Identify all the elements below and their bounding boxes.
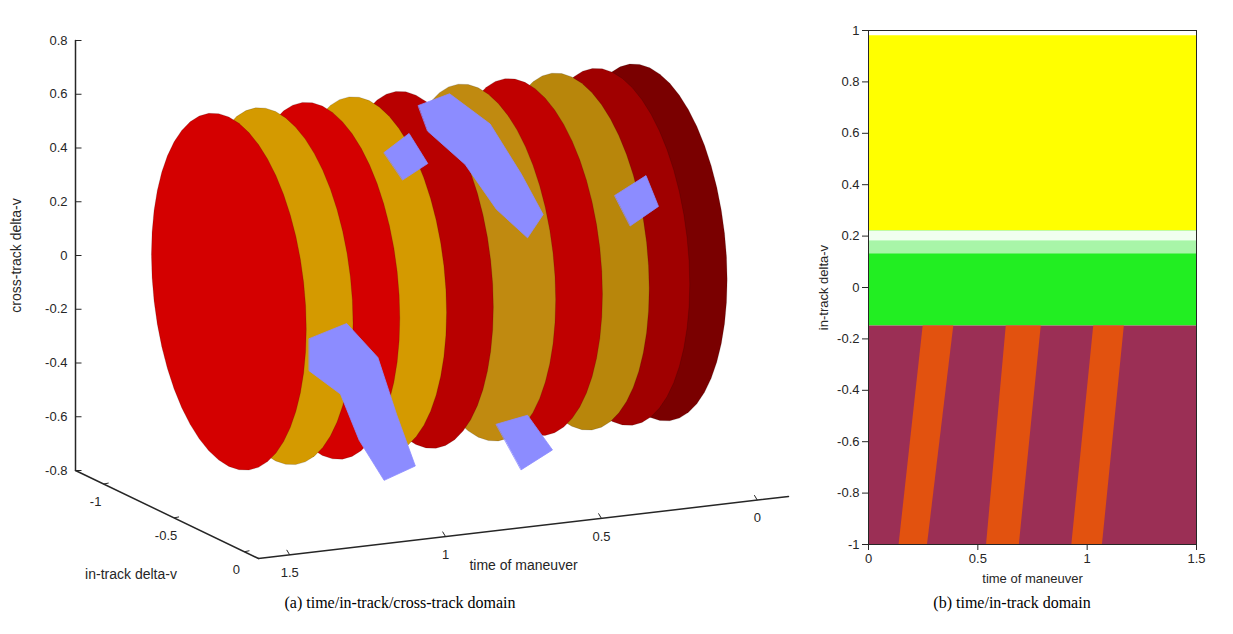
- svg-text:-0.6: -0.6: [837, 434, 859, 449]
- svg-text:0.6: 0.6: [841, 125, 859, 140]
- svg-text:-0.4: -0.4: [45, 355, 67, 370]
- svg-text:0.5: 0.5: [592, 529, 610, 544]
- svg-text:0.5: 0.5: [969, 551, 987, 566]
- svg-text:in-track delta-v: in-track delta-v: [816, 244, 831, 330]
- svg-text:0: 0: [754, 510, 761, 525]
- svg-text:1.5: 1.5: [1187, 551, 1205, 566]
- svg-text:0.4: 0.4: [49, 140, 67, 155]
- svg-text:0.8: 0.8: [841, 74, 859, 89]
- svg-text:-0.2: -0.2: [45, 301, 67, 316]
- svg-text:-0.8: -0.8: [837, 485, 859, 500]
- svg-text:0: 0: [233, 562, 240, 577]
- svg-text:0.6: 0.6: [49, 86, 67, 101]
- html-text:(a) time/in-track/cross-track: (a) time/in-track/cross-track domain: [284, 594, 516, 611]
- svg-text:0.4: 0.4: [841, 177, 859, 192]
- svg-text:0: 0: [60, 248, 67, 263]
- svg-text:1.5: 1.5: [281, 565, 299, 580]
- svg-text:-0.6: -0.6: [45, 409, 67, 424]
- svg-text:time of maneuver: time of maneuver: [982, 571, 1083, 586]
- svg-text:0: 0: [852, 280, 859, 295]
- svg-text:1: 1: [852, 23, 859, 38]
- svg-text:0.2: 0.2: [49, 194, 67, 209]
- svg-text:in-track delta-v: in-track delta-v: [85, 566, 177, 582]
- svg-text:0.2: 0.2: [841, 228, 859, 243]
- svg-text:0: 0: [865, 551, 872, 566]
- svg-text:cross-track delta-v: cross-track delta-v: [8, 198, 24, 312]
- svg-text:time of maneuver: time of maneuver: [469, 557, 577, 573]
- svg-text:-1: -1: [848, 537, 860, 552]
- svg-text:-0.5: -0.5: [155, 528, 177, 543]
- html-text:(b) time/in-track domain: (b) time/in-track domain: [933, 594, 1091, 611]
- svg-text:-0.8: -0.8: [45, 463, 67, 478]
- svg-text:1: 1: [442, 547, 449, 562]
- svg-text:0.8: 0.8: [49, 33, 67, 48]
- svg-text:1: 1: [1084, 551, 1091, 566]
- svg-text:-0.2: -0.2: [837, 331, 859, 346]
- svg-text:-0.4: -0.4: [837, 382, 859, 397]
- svg-text:-1: -1: [90, 494, 102, 509]
